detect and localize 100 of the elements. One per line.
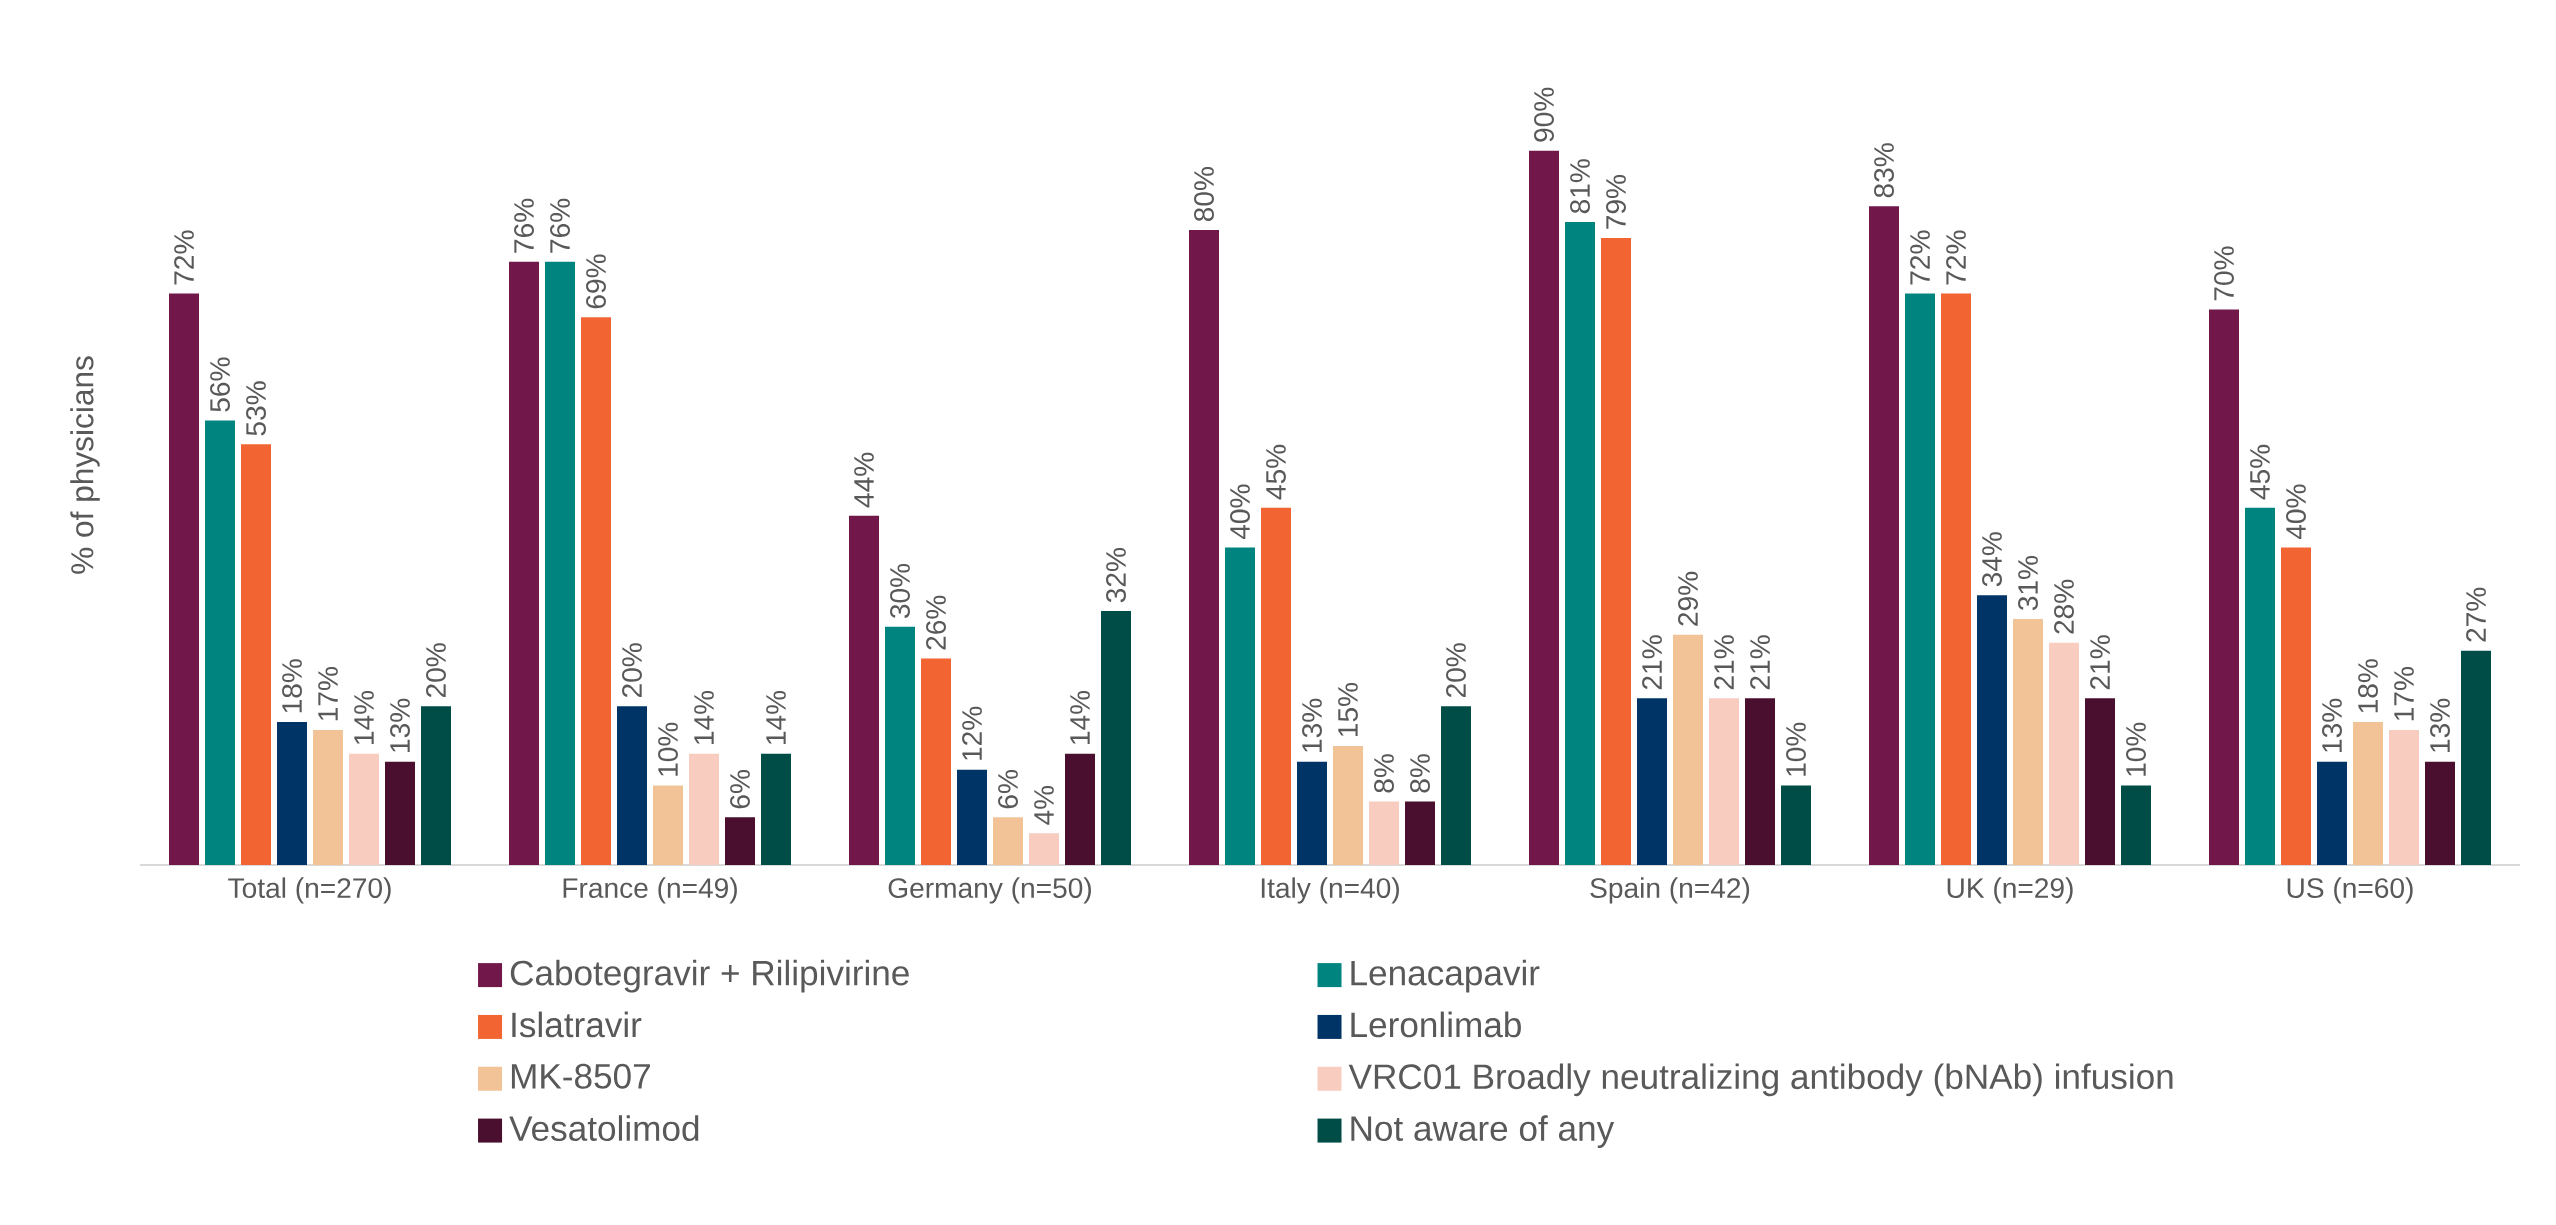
data-label: 12%	[962, 706, 982, 760]
data-label: 6%	[998, 770, 1018, 809]
bar	[1709, 698, 1739, 865]
bar	[1637, 698, 1667, 865]
legend-label: Not aware of any	[1351, 1115, 1615, 1148]
bar	[617, 706, 647, 865]
data-label: 56%	[210, 357, 230, 412]
data-label: 14%	[694, 690, 714, 744]
bar	[761, 753, 792, 865]
data-label: 72%	[1946, 230, 1966, 285]
data-label: 18%	[2358, 659, 2378, 713]
x-tick-label: Germany (n=50)	[888, 877, 1091, 904]
bar	[689, 753, 719, 865]
bar	[1029, 833, 1059, 865]
bar	[1529, 150, 1559, 865]
bar	[885, 626, 915, 865]
bar	[349, 753, 380, 865]
data-label: 45%	[1266, 444, 1286, 500]
bar	[1189, 230, 1220, 865]
data-label: 28%	[2054, 579, 2074, 634]
data-label: 6%	[730, 770, 750, 809]
data-label: 13%	[1302, 698, 1322, 752]
x-tick-label: Italy (n=40)	[1261, 877, 1399, 904]
bar	[1065, 753, 1096, 865]
bar	[2461, 650, 2491, 865]
data-label: 44%	[854, 452, 874, 508]
data-label: 8%	[1374, 754, 1394, 793]
data-label: 14%	[354, 690, 374, 744]
bar	[1745, 698, 1776, 865]
data-label: 17%	[318, 667, 338, 721]
data-label: 14%	[1070, 690, 1090, 744]
data-label: 31%	[2018, 555, 2038, 611]
data-label: 21%	[1714, 635, 1734, 690]
bar	[957, 769, 987, 865]
data-label: 26%	[926, 595, 946, 650]
bar	[1261, 507, 1292, 865]
data-label: 69%	[586, 254, 606, 309]
data-label: 14%	[766, 690, 786, 744]
legend-label: Islatravir	[512, 1011, 642, 1038]
data-label: 79%	[1606, 175, 1626, 229]
x-tick-label: France (n=49)	[563, 877, 737, 904]
bar	[2013, 618, 2044, 865]
data-label: 80%	[1194, 167, 1214, 222]
bar	[1441, 706, 1471, 865]
bar	[921, 658, 952, 865]
bar	[1601, 238, 1632, 865]
data-label: 40%	[2286, 484, 2306, 540]
data-label: 13%	[390, 698, 410, 752]
data-label: 72%	[174, 230, 194, 285]
bar	[1565, 222, 1595, 865]
bar	[277, 722, 307, 865]
bar	[1781, 785, 1811, 865]
legend-label: MK-8507	[511, 1063, 650, 1089]
bar	[1941, 293, 1971, 865]
bar	[1101, 611, 1132, 865]
bar	[1673, 634, 1704, 865]
bar	[385, 761, 416, 865]
bar	[169, 293, 200, 865]
bar	[2049, 642, 2079, 865]
data-label: 4%	[1034, 785, 1054, 825]
bar	[2085, 698, 2116, 865]
data-label: 10%	[658, 722, 678, 776]
data-label: 70%	[2214, 246, 2234, 301]
bar	[205, 420, 235, 865]
bar	[241, 444, 272, 865]
bar	[1905, 293, 1935, 865]
bar	[581, 317, 612, 865]
data-label: 76%	[514, 198, 534, 253]
data-label: 90%	[1534, 87, 1554, 142]
bar	[2317, 761, 2347, 865]
data-label: 27%	[2466, 587, 2486, 642]
bar	[1369, 801, 1399, 865]
bar	[993, 817, 1024, 865]
bar	[1225, 547, 1255, 865]
bar	[2389, 730, 2419, 865]
x-tick-label: Total (n=270)	[228, 877, 391, 904]
legend-label: Cabotegravir + Rilipivirine	[510, 959, 909, 993]
data-label: 10%	[2126, 722, 2146, 776]
data-label: 21%	[2090, 635, 2110, 690]
bar	[1405, 801, 1436, 865]
bar	[1977, 595, 2007, 865]
bar	[1333, 745, 1364, 865]
bar	[725, 817, 756, 865]
data-label: 21%	[1750, 635, 1770, 690]
data-label: 34%	[1982, 532, 2002, 587]
bar	[2245, 507, 2275, 865]
x-tick-label: Spain (n=42)	[1590, 877, 1750, 904]
data-label: 10%	[1786, 722, 1806, 776]
data-label: 30%	[890, 563, 910, 619]
bar	[421, 706, 452, 865]
legend-label: Lenacapavir	[1351, 959, 1540, 993]
bar	[1297, 761, 1327, 865]
data-label: 17%	[2394, 667, 2414, 721]
data-label: 20%	[1446, 643, 1466, 698]
bar	[653, 785, 684, 865]
data-label: 45%	[2250, 444, 2270, 500]
bar	[1869, 206, 1899, 865]
data-label: 40%	[1230, 484, 1250, 540]
legend-label: Vesatolimod	[509, 1115, 699, 1142]
x-tick-label: UK (n=29)	[1947, 877, 2073, 904]
